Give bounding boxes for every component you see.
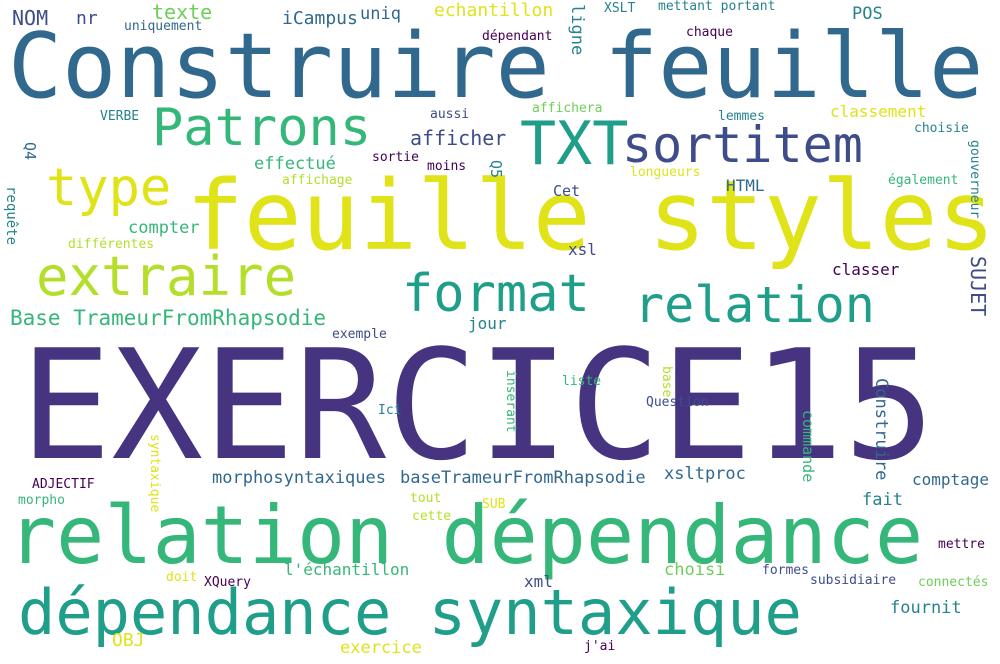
word-base-trameur: Base TrameurFromRhapsodie — [10, 306, 327, 330]
word-choisi: choisi — [664, 560, 726, 580]
word-construire: Construire — [871, 378, 891, 481]
word-xslt: XSLT — [604, 1, 636, 16]
word-sortitem: sortitem — [622, 116, 863, 174]
word-base: base — [659, 366, 674, 398]
word-affichera: affichera — [532, 101, 603, 116]
word-ici: Ici — [378, 403, 402, 418]
word-effectue: effectué — [254, 154, 336, 174]
word-icampus: iCampus — [282, 8, 358, 29]
word-sujet: SUJET — [966, 256, 990, 317]
word-doit: doit — [166, 570, 198, 585]
word-afficher: afficher — [410, 126, 507, 150]
word-texte: texte — [152, 0, 213, 24]
word-type: type — [46, 158, 172, 218]
word-requete: requête — [3, 186, 19, 246]
word-morpho: morpho — [18, 493, 65, 508]
word-egalement: également — [888, 173, 959, 188]
word-lechantillon: l'échantillon — [284, 560, 410, 579]
word-patrons: Patrons — [152, 98, 372, 158]
word-adjectif: ADJECTIF — [32, 477, 95, 492]
word-morphosyntaxiques: morphosyntaxiques — [212, 468, 386, 488]
word-sub: SUB — [482, 497, 506, 512]
word-uniquement: uniquement — [124, 19, 203, 34]
word-tout: tout — [410, 491, 442, 506]
word-ligne: ligne — [567, 4, 587, 56]
word-connectes: connectés — [918, 575, 989, 590]
word-q4: Q4 — [21, 142, 39, 161]
word-fournit: fournit — [890, 598, 962, 618]
word-liste: liste — [562, 374, 602, 389]
word-differentes: différentes — [68, 237, 155, 252]
word-xsltproc: xsltproc — [664, 464, 746, 484]
word-cet: Cet — [553, 182, 581, 200]
word-format: format — [402, 264, 590, 324]
word-nom: NOM — [12, 6, 49, 30]
word-formes: formes — [762, 563, 809, 578]
word-relation-dependance: relation dépendance — [8, 489, 924, 582]
word-sortie: sortie — [372, 150, 419, 165]
word-mettre: mettre — [938, 537, 985, 552]
word-exemple: exemple — [332, 327, 387, 342]
word-choisie: choisie — [914, 121, 969, 136]
word-html: HTML — [726, 176, 765, 195]
word-xquery: XQuery — [204, 575, 251, 590]
word-exercice15: EXERCICE15 — [20, 317, 936, 494]
word-txt: TXT — [520, 109, 629, 179]
word-compter: compter — [128, 218, 200, 238]
word-nr: nr — [76, 8, 98, 29]
word-mettant-portant: mettant portant — [658, 0, 776, 14]
word-exercice: exercice — [340, 638, 422, 658]
word-commande: commande — [799, 410, 817, 483]
word-dependant: dépendant — [482, 29, 553, 44]
word-classer: classer — [832, 260, 900, 279]
word-relation: relation — [634, 276, 875, 334]
word-feuille-styles: feuille styles — [186, 160, 996, 272]
word-longueurs: longueurs — [630, 165, 701, 180]
word-question: Question — [646, 395, 709, 410]
word-chaque: chaque — [686, 25, 733, 40]
word-syntaxique: syntaxique — [147, 434, 162, 513]
word-fait: fait — [862, 490, 903, 510]
word-uniq: uniq — [360, 4, 401, 24]
word-echantillon: echantillon — [434, 0, 554, 21]
word-extraire: extraire — [36, 245, 297, 308]
word-obj: OBJ — [112, 630, 145, 651]
word-xsl: xsl — [568, 240, 597, 259]
word-moins: moins — [427, 159, 467, 174]
word-q5: Q5 — [487, 160, 505, 179]
word-affichage: affichage — [282, 173, 353, 188]
word-classement: classement — [830, 102, 927, 121]
word-dependance-syntaxique: dépendance syntaxique — [18, 576, 802, 649]
word-lemmes: lemmes — [718, 109, 765, 124]
word-basetrameur: baseTrameurFromRhapsodie — [400, 468, 646, 488]
word-comptage: comptage — [912, 470, 990, 489]
word-gouverneur: gouverneur — [967, 140, 982, 219]
word-jour: jour — [468, 314, 507, 333]
word-cette: cette — [412, 509, 452, 524]
word-subsidiaire: subsidiaire — [810, 573, 897, 588]
word-xml: xml — [524, 572, 553, 591]
word-jai: j'ai — [584, 639, 616, 654]
word-aussi: aussi — [430, 107, 470, 122]
word-verbe: VERBE — [100, 109, 140, 124]
word-inserant: inserant — [503, 370, 518, 433]
word-pos: POS — [852, 4, 883, 24]
word-construire-feuille: Construire feuille — [8, 14, 984, 119]
